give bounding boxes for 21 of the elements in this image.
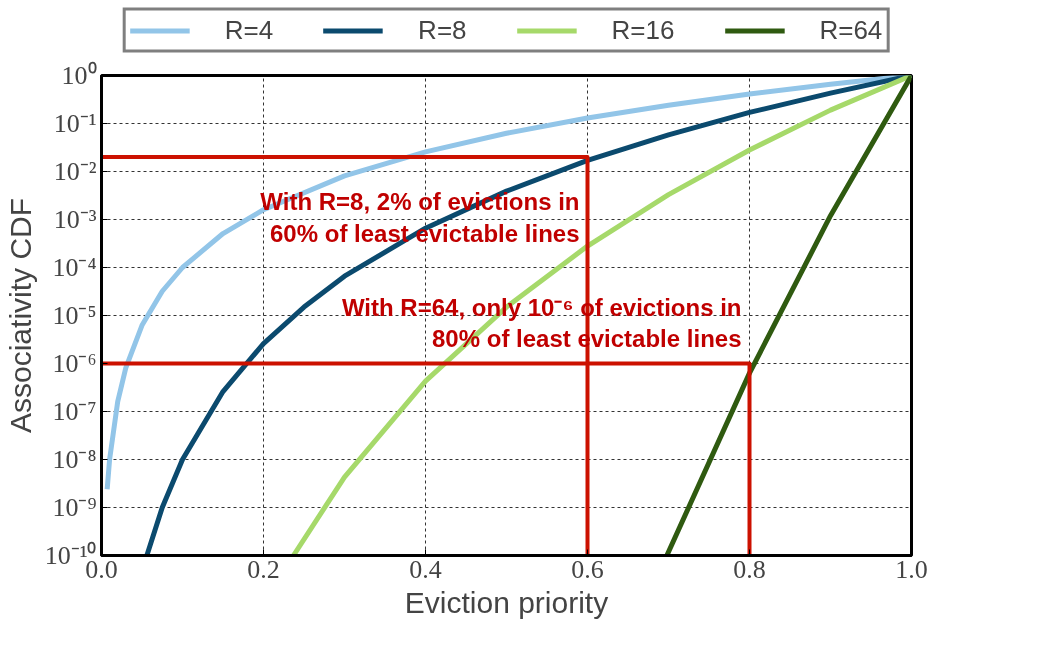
y-tick-label: 10⁻⁴ (52, 253, 97, 282)
x-axis-title: Eviction priority (404, 585, 609, 619)
y-tick-label: 10⁻⁹ (52, 493, 97, 522)
legend-label: R=16 (611, 14, 675, 46)
x-tick-label: 0.8 (733, 554, 766, 584)
y-tick-label: 10⁻³ (53, 205, 97, 234)
y-tick-label: 10⁻⁵ (52, 301, 97, 330)
x-tick-label: 0.6 (571, 554, 604, 584)
y-tick-label: 10⁻⁶ (52, 349, 97, 378)
legend-label: R=8 (418, 14, 467, 46)
y-tick-label: 10⁻⁸ (52, 445, 97, 474)
x-tick-label: 1.0 (895, 554, 928, 584)
y-axis-title: Associativity CDF (3, 197, 37, 434)
x-tick-label: 0.4 (409, 554, 442, 584)
y-tick-label: 10⁻¹ (53, 109, 97, 138)
legend-label: R=64 (819, 14, 883, 46)
legend-label: R=4 (224, 14, 274, 46)
y-tick-label: 10⁻² (53, 157, 97, 186)
x-tick-label: 0.2 (247, 554, 280, 584)
y-tick-label: 10⁰ (61, 61, 97, 90)
y-tick-label: 10⁻⁷ (52, 397, 97, 426)
